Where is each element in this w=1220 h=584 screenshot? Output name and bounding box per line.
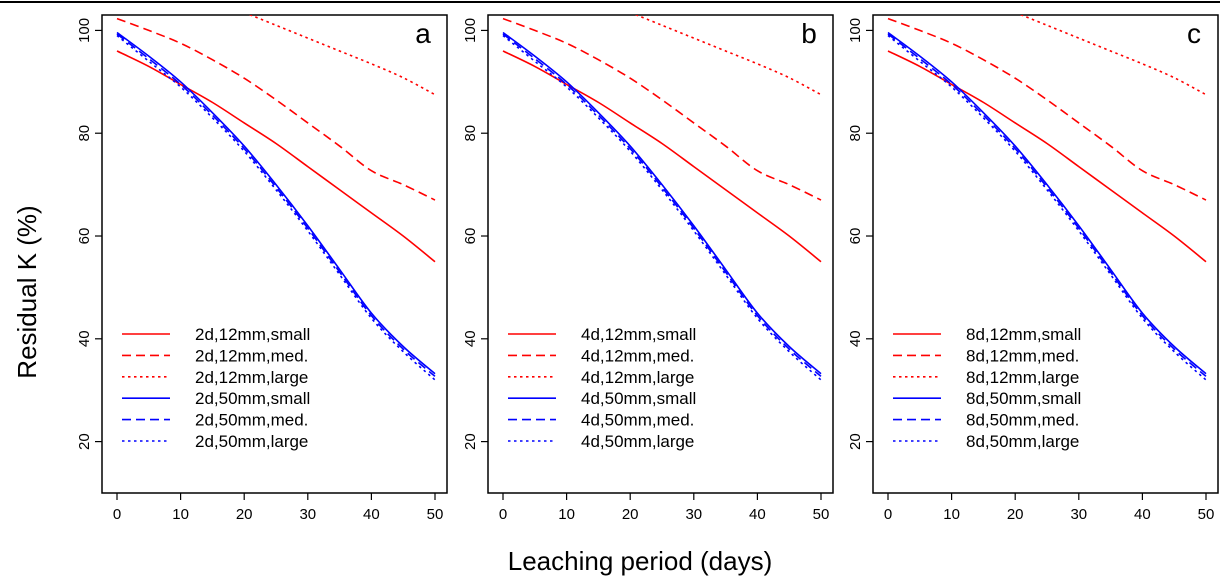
plot-frame <box>101 14 448 494</box>
y-tick-label: 60 <box>76 228 93 245</box>
y-tick-label: 20 <box>76 433 93 450</box>
series-line <box>116 34 436 381</box>
y-tick-label: 60 <box>847 228 864 245</box>
legend-label: 4d,12mm,large <box>581 368 694 387</box>
series-lines <box>116 15 436 381</box>
panel-label: a <box>415 18 431 49</box>
x-tick-label: 10 <box>558 506 575 523</box>
series-line <box>502 33 822 377</box>
legend-label: 8d,50mm,large <box>966 432 1079 451</box>
y-tick-label: 40 <box>462 330 479 347</box>
legend-label: 8d,12mm,small <box>966 325 1081 344</box>
x-axis-title: Leaching period (days) <box>508 546 773 576</box>
legend-label: 8d,50mm,small <box>966 389 1081 408</box>
series-line <box>116 33 436 377</box>
legend-label: 8d,50mm,med. <box>966 411 1079 430</box>
series-line <box>502 31 822 375</box>
series-line <box>502 34 822 381</box>
series-lines <box>887 15 1207 381</box>
x-tick-label: 0 <box>884 506 892 523</box>
series-line <box>116 50 436 263</box>
legend-label: 2d,12mm,small <box>195 325 310 344</box>
series-line <box>634 15 822 96</box>
legend-label: 4d,12mm,med. <box>581 346 694 365</box>
panel-label: b <box>801 18 817 49</box>
x-tick-label: 0 <box>113 506 121 523</box>
legend: 8d,12mm,small 8d,12mm,med. 8d,12mm,large 8d… <box>893 325 1081 451</box>
legend-label: 4d,50mm,large <box>581 432 694 451</box>
series-line <box>502 50 822 263</box>
x-tick-label: 30 <box>1070 506 1087 523</box>
x-tick-label: 40 <box>363 506 380 523</box>
y-tick-label: 40 <box>847 330 864 347</box>
series-line <box>1019 15 1207 96</box>
y-tick-label: 40 <box>76 330 93 347</box>
legend: 4d,12mm,small 4d,12mm,med. 4d,12mm,large 4d… <box>508 325 696 451</box>
panel-label: c <box>1187 18 1201 49</box>
plot-frame <box>487 14 834 494</box>
y-tick-label: 100 <box>462 18 479 43</box>
legend-label: 8d,12mm,large <box>966 368 1079 387</box>
x-tick-label: 50 <box>813 506 830 523</box>
series-line <box>502 17 822 201</box>
x-tick-label: 40 <box>1134 506 1151 523</box>
x-tick-label: 20 <box>622 506 639 523</box>
x-tick-label: 10 <box>172 506 189 523</box>
legend-label: 4d,50mm,med. <box>581 411 694 430</box>
legend-label: 2d,50mm,small <box>195 389 310 408</box>
legend-label: 4d,50mm,small <box>581 389 696 408</box>
y-tick-label: 80 <box>462 125 479 142</box>
series-line <box>887 17 1207 201</box>
y-tick-label: 100 <box>847 18 864 43</box>
x-tick-label: 20 <box>1007 506 1024 523</box>
legend: 2d,12mm,small 2d,12mm,med. 2d,12mm,large 2d… <box>122 325 310 451</box>
x-tick-label: 30 <box>685 506 702 523</box>
legend-label: 2d,50mm,large <box>195 432 308 451</box>
y-tick-label: 20 <box>847 433 864 450</box>
series-line <box>248 15 436 96</box>
x-tick-label: 30 <box>299 506 316 523</box>
series-line <box>887 33 1207 377</box>
legend-label: 4d,12mm,small <box>581 325 696 344</box>
series-line <box>116 31 436 375</box>
y-axis-title: Residual K (%) <box>12 205 42 378</box>
legend-label: 2d,12mm,med. <box>195 346 308 365</box>
plot-frame <box>872 14 1219 494</box>
legend-label: 2d,50mm,med. <box>195 411 308 430</box>
x-tick-label: 0 <box>499 506 507 523</box>
x-tick-label: 50 <box>427 506 444 523</box>
y-tick-label: 60 <box>462 228 479 245</box>
x-tick-label: 40 <box>749 506 766 523</box>
y-tick-label: 20 <box>462 433 479 450</box>
x-tick-label: 10 <box>943 506 960 523</box>
legend-label: 8d,12mm,med. <box>966 346 1079 365</box>
series-line <box>887 31 1207 375</box>
y-tick-label: 80 <box>847 125 864 142</box>
series-lines <box>502 15 822 381</box>
series-line <box>887 50 1207 263</box>
y-tick-label: 80 <box>76 125 93 142</box>
series-line <box>116 17 436 201</box>
series-line <box>887 34 1207 381</box>
x-tick-label: 50 <box>1198 506 1215 523</box>
legend-label: 2d,12mm,large <box>195 368 308 387</box>
y-tick-label: 100 <box>76 18 93 43</box>
x-tick-label: 20 <box>236 506 253 523</box>
